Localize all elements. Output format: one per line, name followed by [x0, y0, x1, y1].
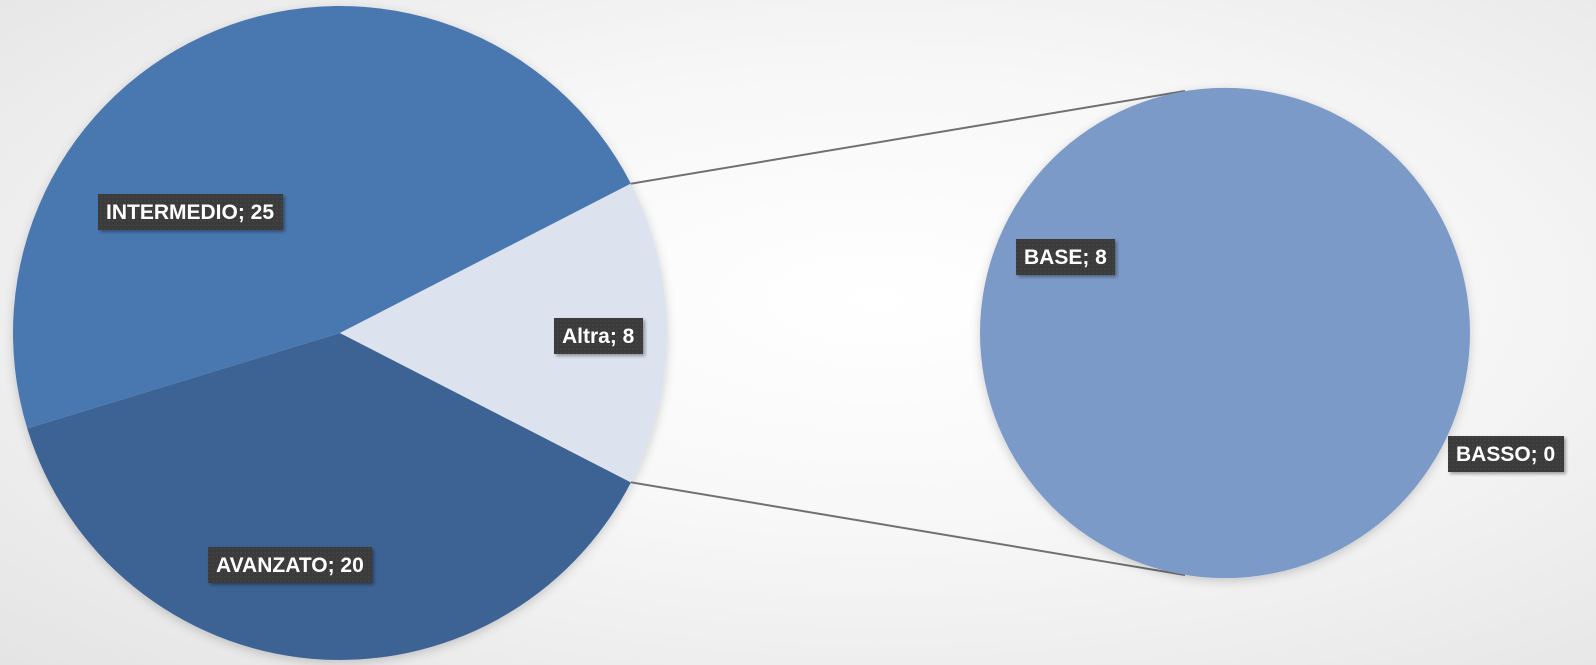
pie-slice-avanzato — [27, 333, 631, 660]
data-label-basso-box — [1448, 436, 1564, 472]
data-label-avanzato-text: AVANZATO; 20 — [216, 554, 364, 577]
data-label-altra-box — [554, 318, 643, 354]
data-label-avanzato: AVANZATO; 20 — [208, 547, 372, 583]
pie-connector-lines — [630, 90, 1186, 576]
data-label-basso: BASSO; 0 — [1448, 436, 1564, 472]
secondary-pie — [979, 87, 1471, 579]
pie-slice-altra — [340, 183, 667, 483]
data-label-base: BASE; 8 — [1016, 239, 1115, 275]
data-label-altra: Altra; 8 — [554, 318, 643, 354]
primary-pie — [12, 5, 667, 660]
pie-slice-intermedio — [12, 5, 631, 429]
connector-line-bottom — [630, 481, 1186, 576]
data-labels: INTERMEDIO; 25 AVANZATO; 20 Altra; 8 BASE; … — [98, 194, 1564, 583]
data-label-intermedio-text: INTERMEDIO; 25 — [106, 201, 274, 224]
data-label-base-text: BASE; 8 — [1024, 246, 1107, 269]
data-label-intermedio: INTERMEDIO; 25 — [98, 194, 283, 230]
data-label-basso-text: BASSO; 0 — [1456, 443, 1555, 466]
data-label-intermedio-box — [98, 194, 283, 230]
connector-line-top — [630, 90, 1186, 185]
data-label-base-box — [1016, 239, 1115, 275]
data-label-avanzato-box — [208, 547, 372, 583]
data-label-altra-text: Altra; 8 — [562, 325, 635, 348]
